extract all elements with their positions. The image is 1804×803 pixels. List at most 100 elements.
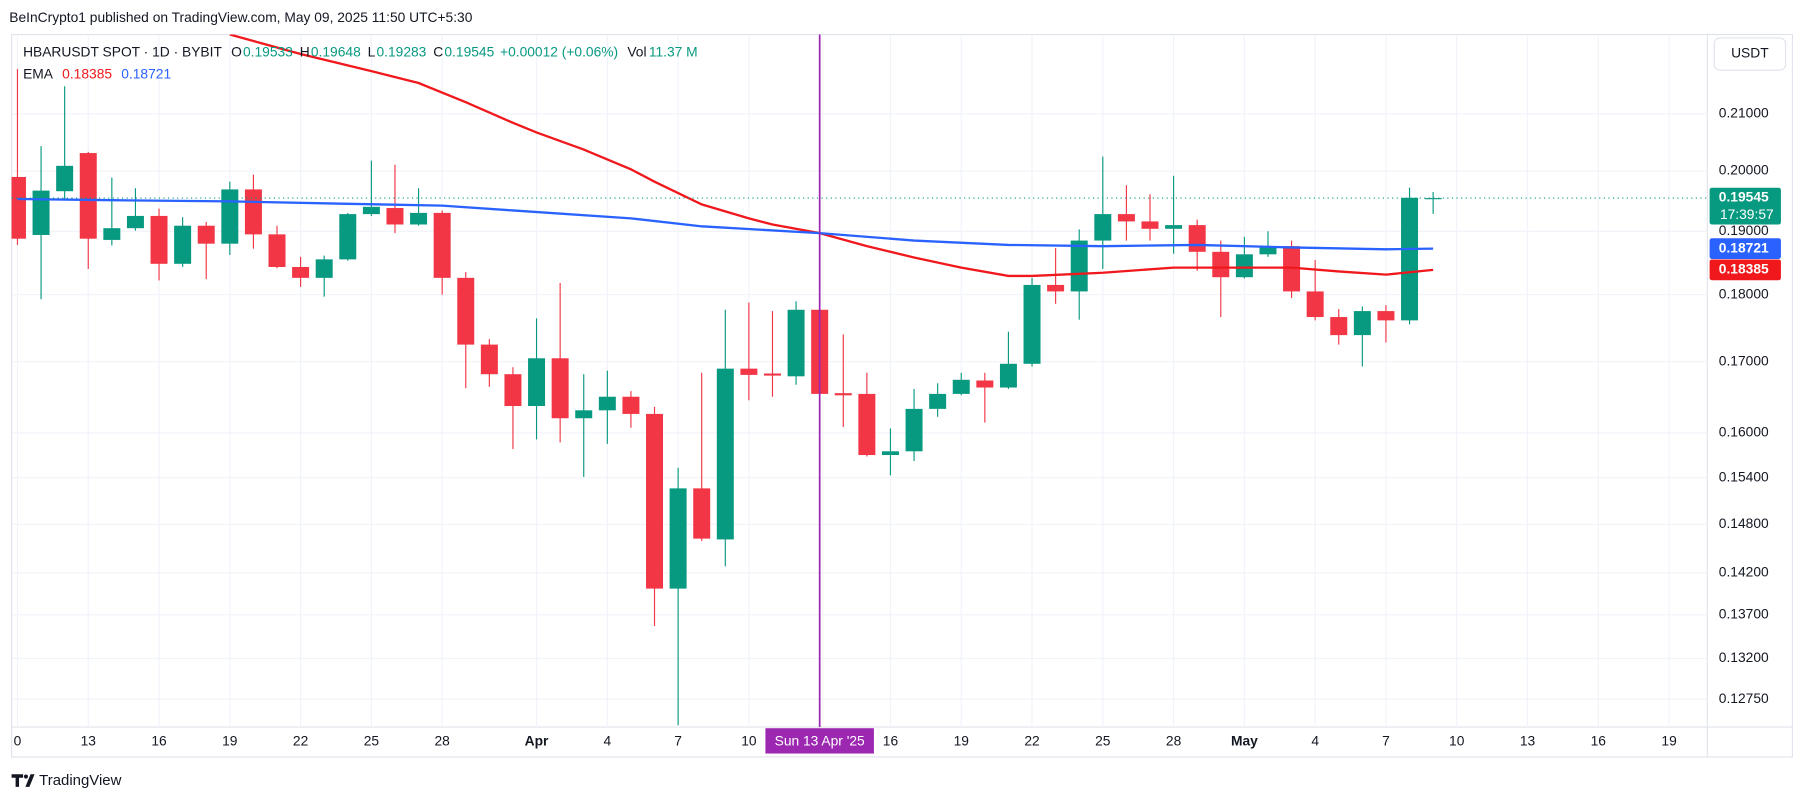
candle-body: [32, 190, 50, 235]
candle-body: [103, 228, 121, 240]
candle-body: [1023, 284, 1041, 364]
x-tick-label: 28: [434, 734, 450, 749]
y-tick-label: 0.17000: [1719, 353, 1769, 368]
candle-body: [56, 165, 74, 192]
candle-body: [1094, 214, 1112, 241]
candle-body: [716, 368, 734, 540]
candle-body: [1401, 197, 1419, 321]
ohlc-value: 0.19648: [311, 45, 361, 60]
candle-body: [1306, 291, 1324, 318]
candle-body: [1283, 246, 1301, 292]
candle-body: [598, 396, 616, 411]
tradingview-logo: TradingView: [11, 772, 122, 789]
price-unit[interactable]: USDT: [1731, 46, 1769, 61]
candle-body: [1235, 254, 1253, 278]
unit-button[interactable]: [1713, 37, 1787, 71]
attribution: BeInCrypto1 published on TradingView.com…: [9, 10, 472, 25]
candle-body: [1212, 251, 1230, 278]
x-tick-label: 4: [603, 734, 611, 749]
crosshair-label-box: [765, 728, 874, 754]
y-tick-label: 0.14200: [1719, 564, 1769, 579]
logo-icon: [11, 774, 35, 787]
candle-body: [740, 368, 758, 375]
candle-body: [528, 358, 546, 407]
candle-body: [1188, 225, 1206, 252]
price-tag: [1709, 238, 1781, 259]
x-tick-label: 10: [1449, 734, 1465, 749]
candle-body: [150, 215, 168, 264]
x-tick-label: 22: [293, 734, 308, 749]
change: +0.00012 (+0.06%): [500, 45, 618, 60]
x-tick-label: 13: [1520, 734, 1536, 749]
logo-text: TradingView: [39, 772, 121, 789]
plot-area: [11, 34, 1442, 726]
y-tick-label: 0.18000: [1719, 286, 1769, 301]
candle-body: [1047, 284, 1065, 292]
ohlc-label: L: [368, 45, 376, 60]
crosshair-label: Sun 13 Apr '25: [775, 734, 865, 749]
candle-body: [999, 363, 1017, 388]
candle-body: [858, 393, 876, 456]
price-tag-time: 17:39:57: [1720, 207, 1774, 222]
candle-body: [126, 215, 144, 229]
candle-body: [504, 374, 522, 407]
y-tick-label: 0.16000: [1719, 424, 1769, 439]
x-tick-label: 13: [81, 734, 97, 749]
x-tick-label: 7: [1382, 734, 1390, 749]
candle-body: [787, 309, 805, 377]
candle-body: [79, 153, 97, 239]
y-tick-label: 0.13700: [1719, 606, 1769, 621]
y-tick-label: 0.13200: [1719, 650, 1769, 665]
y-tick-label: 0.20000: [1719, 163, 1769, 178]
x-tick-label: 19: [954, 734, 970, 749]
x-tick-label: 19: [1661, 734, 1677, 749]
candle-body: [622, 396, 640, 414]
ema-line: [229, 34, 1434, 278]
price-tag: [1709, 187, 1781, 225]
candle-body: [315, 259, 333, 278]
candle-body: [763, 373, 781, 376]
candle-body: [457, 277, 475, 345]
x-tick-label: 16: [151, 734, 167, 749]
candle-body: [551, 358, 569, 419]
candle-body: [646, 413, 664, 589]
candle-body: [929, 393, 947, 409]
candle-body: [834, 393, 852, 396]
volume-label: Vol: [627, 45, 646, 60]
price-tag: [1709, 259, 1781, 281]
ohlc-value: 0.19533: [243, 45, 293, 60]
x-tick-label: May: [1231, 734, 1258, 749]
y-tick-label: 0.12750: [1719, 691, 1769, 706]
candle-body: [1353, 311, 1371, 336]
x-tick-label: 25: [1095, 734, 1111, 749]
candle-body: [362, 206, 380, 215]
candle-body: [1070, 240, 1088, 292]
candle-body: [339, 214, 357, 260]
ema-label: EMA: [23, 66, 54, 81]
x-tick-label: 28: [1166, 734, 1182, 749]
overlay: Sun 13 Apr '25: [11, 34, 1708, 754]
y-tick-label: 0.21000: [1719, 106, 1769, 121]
candle-body: [905, 408, 923, 452]
x-tick-label: 4: [1311, 734, 1319, 749]
ema-line: [17, 197, 1434, 251]
x-tick-label: 16: [1591, 734, 1607, 749]
candle-body: [1424, 198, 1442, 200]
candle-body: [1165, 225, 1183, 229]
y-tick-label: 0.14800: [1719, 516, 1769, 531]
y-tick-label: 0.19000: [1719, 223, 1769, 238]
x-tick-label: 7: [674, 734, 682, 749]
price-tag-label: 0.19545: [1719, 190, 1769, 205]
candle-body: [433, 212, 451, 278]
ohlc-value: 0.19283: [377, 45, 427, 60]
candle-body: [1377, 311, 1395, 321]
candle-body: [1117, 214, 1135, 222]
price-tag-label: 0.18385: [1719, 261, 1769, 276]
candle-body: [292, 266, 310, 278]
x-tick-label: Apr: [525, 734, 549, 749]
volume: 11.37 M: [649, 45, 698, 60]
x-tick-label: 0: [14, 734, 22, 749]
candle-body: [386, 208, 404, 225]
